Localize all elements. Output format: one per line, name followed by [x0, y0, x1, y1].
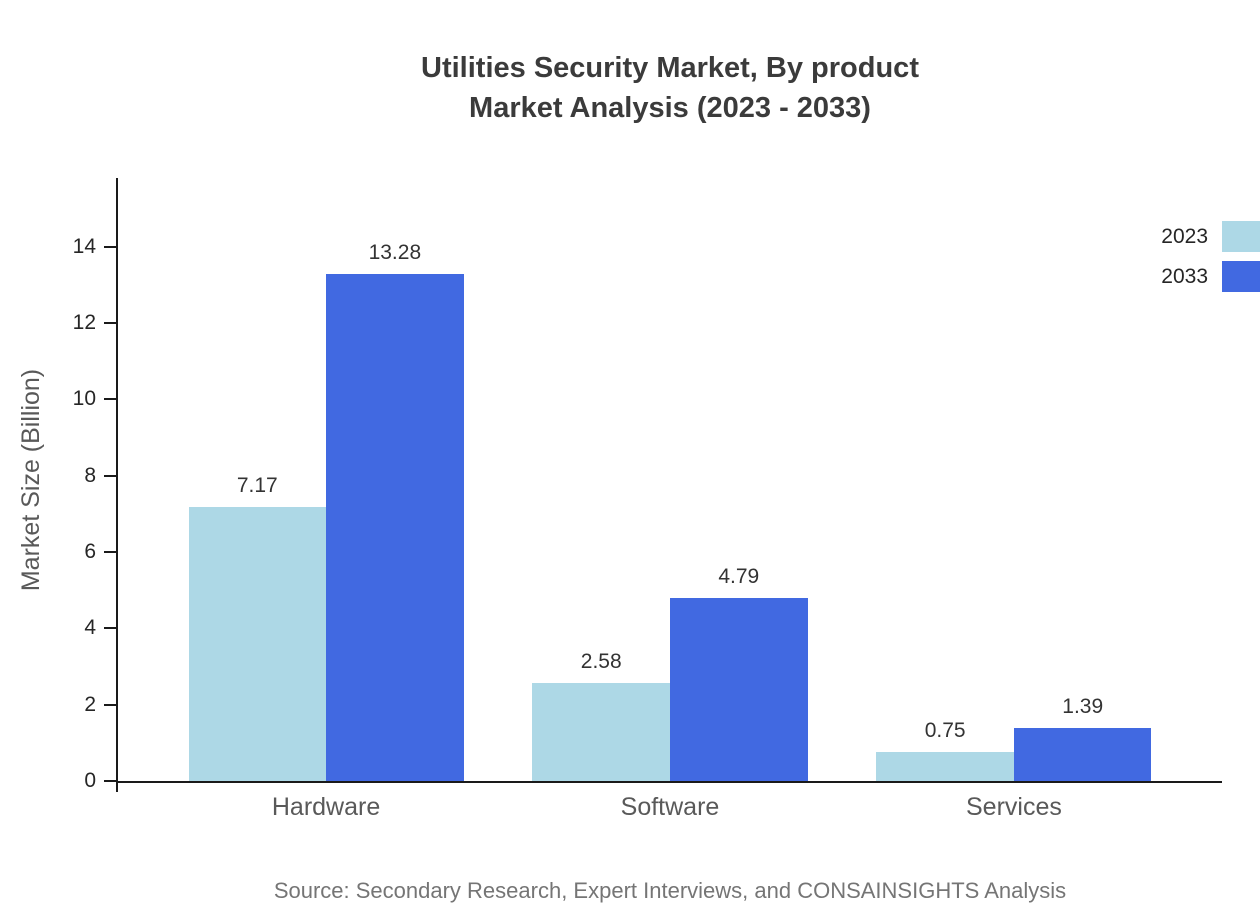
y-tick: [104, 703, 116, 706]
y-tick-label: 14: [72, 234, 96, 258]
legend-swatch: [1222, 261, 1260, 292]
y-tick: [104, 398, 116, 401]
origin-tick: [116, 783, 118, 792]
y-tick: [104, 780, 116, 782]
y-tick: [104, 474, 116, 477]
y-tick-label: 6: [84, 540, 96, 563]
bar-services-2033: [1013, 727, 1152, 781]
source-text: Source: Secondary Research, Expert Inter…: [273, 878, 1067, 903]
y-tick-label: 8: [84, 463, 96, 487]
bar-software-2033: [670, 598, 808, 781]
y-tick-label: 0: [84, 769, 96, 792]
bar-value-label: 1.39: [1062, 694, 1104, 718]
bar-software-2023: [532, 682, 670, 781]
chart-title-line1: Utilities Security Market, By product: [421, 52, 919, 84]
bar-value-label: 4.79: [718, 565, 760, 589]
y-tick-label: 4: [84, 616, 96, 640]
chart-title-line2: Market Analysis (2023 - 2033): [469, 92, 871, 124]
y-tick: [104, 322, 116, 325]
y-tick-label: 12: [72, 311, 96, 335]
category-label: Hardware: [271, 793, 381, 821]
y-tick: [104, 551, 116, 553]
x-axis: [116, 781, 1222, 783]
legend-label: 2033: [1161, 265, 1208, 288]
y-tick-label: 2: [84, 692, 96, 716]
bar-services-2023: [876, 752, 1014, 781]
bar-hardware-2023: [188, 507, 327, 781]
y-axis: [116, 178, 118, 783]
category-label: Services: [965, 793, 1062, 821]
bar-value-label: 0.75: [924, 719, 966, 743]
y-tick-label: 10: [72, 387, 96, 411]
y-tick: [104, 627, 116, 630]
bar-hardware-2033: [326, 274, 464, 781]
y-tick: [104, 245, 116, 248]
bar-value-label: 7.17: [236, 474, 278, 498]
bar-value-label: 13.28: [368, 241, 422, 265]
category-label: Software: [620, 793, 720, 821]
legend-swatch: [1222, 221, 1260, 252]
legend-label: 2023: [1161, 225, 1208, 248]
bar-value-label: 2.58: [580, 649, 622, 673]
